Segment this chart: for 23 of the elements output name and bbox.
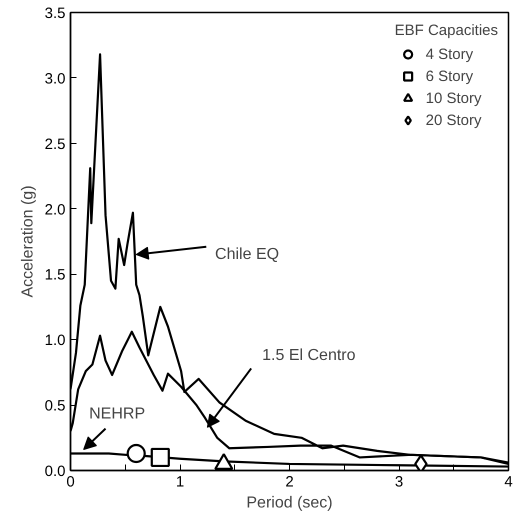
y-tick-label: 1.0 — [44, 332, 66, 350]
y-axis-title: Acceleration (g) — [20, 185, 37, 298]
x-axis-title: Period (sec) — [246, 494, 333, 512]
annotation: NEHRP — [89, 406, 146, 423]
y-tick-label: 3.0 — [44, 70, 66, 88]
x-tick-label: 4 — [504, 474, 513, 490]
x-tick-label: 1 — [176, 474, 184, 490]
y-tick-label: 2.0 — [44, 201, 66, 218]
legend-title: EBF Capacities — [394, 22, 498, 39]
legend-label: 20 Story — [426, 112, 482, 128]
x-tick-label: 2 — [285, 474, 294, 490]
y-tick-label: 1.5 — [44, 266, 66, 284]
y-tick-label: 2.5 — [44, 136, 66, 153]
y-tick-label: 0.0 — [44, 463, 66, 480]
x-tick-label: 3 — [394, 474, 404, 490]
annotation: 1.5 El Centro — [262, 346, 356, 364]
annotation: Chile EQ — [215, 246, 280, 264]
x-tick-label: 0 — [66, 474, 75, 490]
y-tick-label: 3.5 — [44, 5, 66, 22]
legend-label: 4 Story — [426, 46, 474, 62]
legend-label: 6 Story — [426, 68, 474, 84]
y-tick-label: 0.5 — [44, 398, 66, 415]
legend-label: 10 Story — [426, 90, 482, 106]
